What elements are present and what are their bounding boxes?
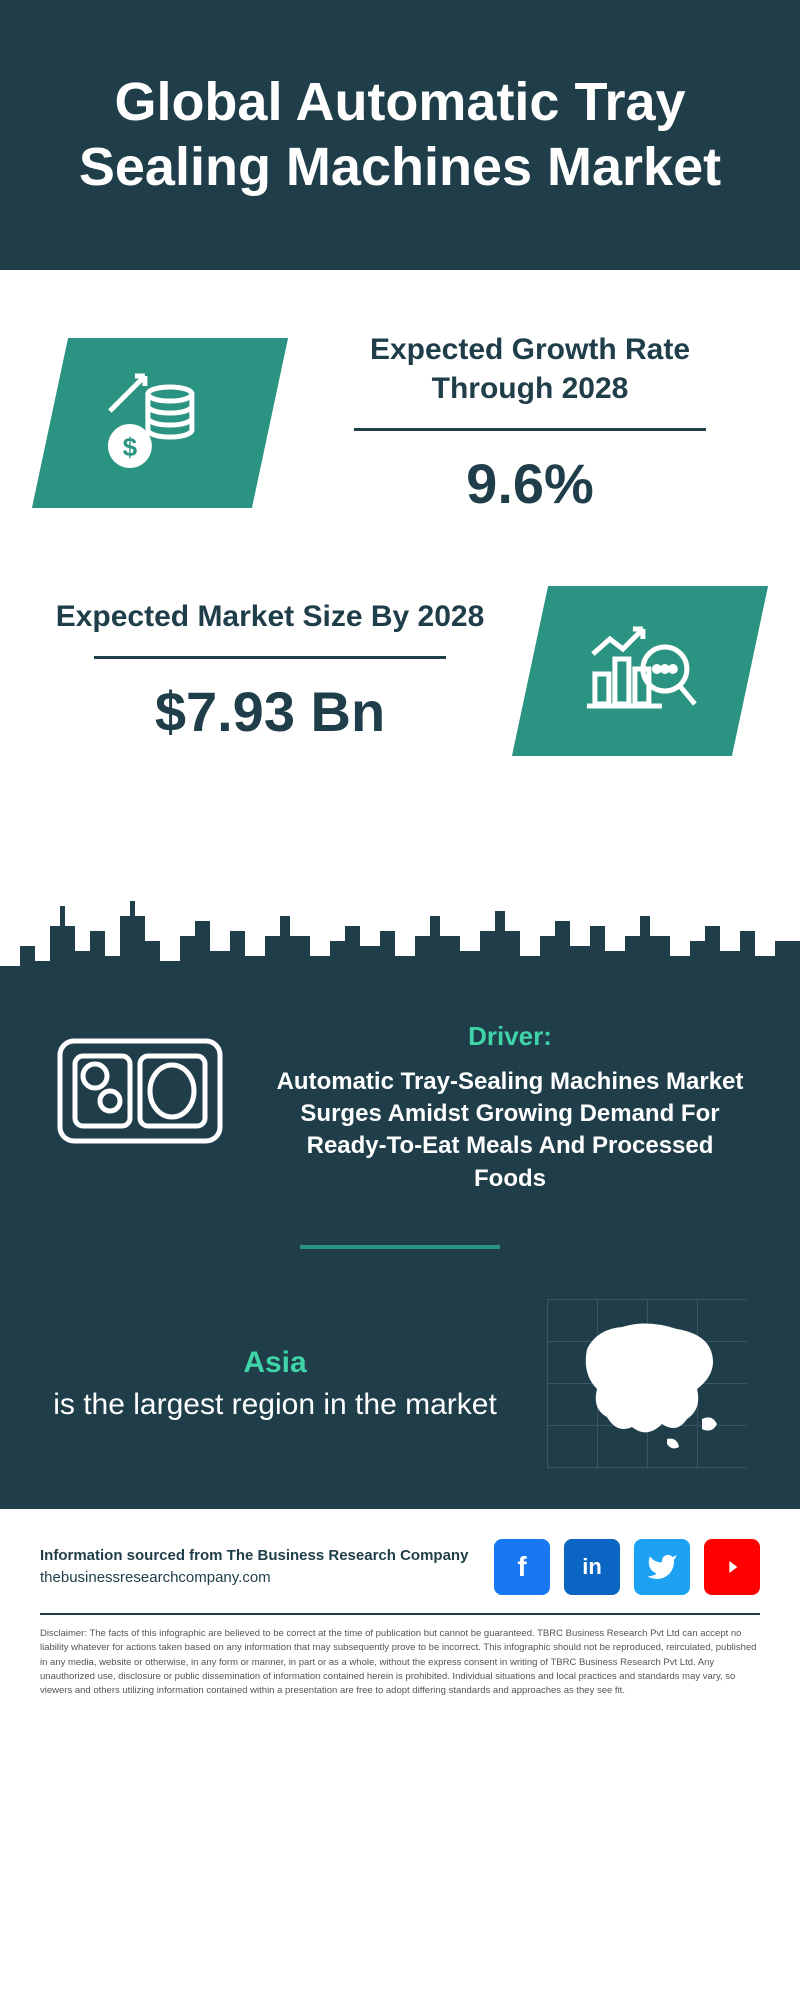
source-line1: Information sourced from The Business Re… <box>40 1547 468 1564</box>
source-line2: thebusinessresearchcompany.com <box>40 1569 271 1586</box>
stat-text-block: Expected Growth Rate Through 2028 9.6% <box>310 330 750 516</box>
svg-text:$: $ <box>123 431 138 461</box>
chart-search-icon <box>575 613 705 728</box>
divider <box>354 428 706 431</box>
stat-growth-rate: $ Expected Growth Rate Through 2028 9.6% <box>50 330 750 516</box>
stat-label: Expected Growth Rate Through 2028 <box>310 330 750 408</box>
stat-market-size: Expected Market Size By 2028 $7.93 Bn <box>50 586 750 756</box>
stat-value: $7.93 Bn <box>50 679 490 744</box>
driver-row: Driver: Automatic Tray-Sealing Machines … <box>50 1001 750 1196</box>
driver-body: Automatic Tray-Sealing Machines Market S… <box>270 1066 750 1196</box>
skyline-graphic <box>0 886 800 1006</box>
facebook-icon[interactable]: f <box>494 1539 550 1595</box>
region-highlight: Asia <box>243 1346 306 1379</box>
region-body: is the largest region in the market <box>53 1388 497 1421</box>
footer-top: Information sourced from The Business Re… <box>40 1539 760 1615</box>
stat-value: 9.6% <box>310 451 750 516</box>
linkedin-icon[interactable]: in <box>564 1539 620 1595</box>
region-text: Asia is the largest region in the market <box>53 1342 497 1426</box>
stat-text-block: Expected Market Size By 2028 $7.93 Bn <box>50 597 490 744</box>
divider <box>94 656 446 659</box>
tray-icon <box>50 1021 230 1151</box>
footer: Information sourced from The Business Re… <box>0 1509 800 1718</box>
driver-label: Driver: <box>270 1021 750 1052</box>
stats-section: $ Expected Growth Rate Through 2028 9.6%… <box>0 270 800 886</box>
chart-search-icon-box <box>512 586 768 756</box>
divider <box>300 1245 500 1249</box>
social-links: f in <box>494 1539 760 1595</box>
asia-map-icon <box>547 1299 747 1469</box>
source-attribution: Information sourced from The Business Re… <box>40 1545 468 1590</box>
disclaimer-text: Disclaimer: The facts of this infographi… <box>40 1627 760 1698</box>
youtube-icon[interactable] <box>704 1539 760 1595</box>
money-up-icon-box: $ <box>32 338 288 508</box>
header: Global Automatic Tray Sealing Machines M… <box>0 0 800 270</box>
twitter-icon[interactable] <box>634 1539 690 1595</box>
stat-label: Expected Market Size By 2028 <box>50 597 490 636</box>
page-title: Global Automatic Tray Sealing Machines M… <box>40 70 760 200</box>
driver-text-block: Driver: Automatic Tray-Sealing Machines … <box>270 1021 750 1196</box>
money-up-icon: $ <box>95 365 225 480</box>
driver-section: Driver: Automatic Tray-Sealing Machines … <box>0 1001 800 1510</box>
region-row: Asia is the largest region in the market <box>50 1299 750 1469</box>
